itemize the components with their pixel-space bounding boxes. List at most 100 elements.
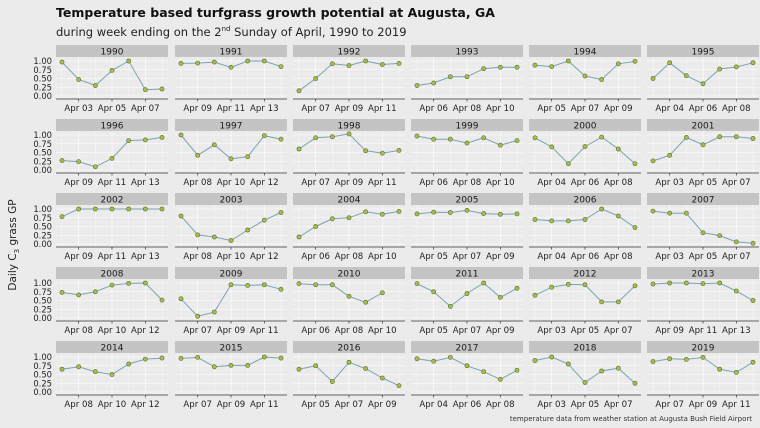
data-point — [59, 59, 65, 65]
facet-strip-label: 1996 — [101, 122, 124, 132]
data-point — [346, 131, 352, 137]
data-point — [92, 369, 98, 375]
x-tick-label: Apr 07 — [722, 252, 751, 262]
y-tick-label: 1.00 — [33, 352, 52, 362]
data-point — [700, 281, 706, 287]
data-point — [159, 297, 165, 303]
data-point — [565, 361, 571, 367]
data-point — [211, 142, 217, 148]
data-point — [261, 217, 267, 223]
facet-strip — [175, 341, 287, 353]
facet-strip-label: 1998 — [338, 122, 361, 132]
facet-strip — [529, 119, 641, 131]
data-point — [313, 224, 319, 229]
panel-2010: 2010 Apr 06 Apr 08 Apr 10 — [293, 267, 405, 336]
data-point — [178, 132, 184, 138]
data-point — [296, 281, 302, 287]
facet-strip-label: 2014 — [101, 344, 124, 354]
data-point — [464, 291, 470, 296]
facet-strip — [293, 267, 405, 279]
data-point — [278, 64, 284, 69]
x-tick-label: Apr 06 — [301, 252, 330, 262]
x-tick-label: Apr 10 — [217, 178, 246, 188]
facet-strip-label: 2008 — [101, 270, 124, 280]
data-point — [717, 280, 723, 286]
x-tick-label: Apr 07 — [604, 400, 633, 410]
series-line — [298, 283, 383, 303]
facet-strip — [293, 341, 405, 353]
data-point — [582, 144, 588, 149]
data-point — [363, 299, 369, 305]
data-point — [414, 281, 420, 287]
x-tick-label: Apr 09 — [335, 178, 364, 188]
data-point — [700, 230, 706, 236]
facet-strip — [647, 45, 759, 57]
data-point — [481, 280, 487, 286]
data-point — [650, 158, 656, 164]
x-tick-label: Apr 11 — [689, 326, 718, 336]
x-tick-label: Apr 09 — [368, 400, 397, 410]
x-tick-label: Apr 09 — [217, 400, 246, 410]
data-point — [750, 240, 756, 246]
data-point — [733, 288, 739, 294]
data-point — [532, 358, 538, 363]
panel-1999: 1999 Apr 06 Apr 08 Apr 10 — [411, 119, 523, 188]
data-point — [76, 77, 82, 82]
facet-strip — [411, 45, 523, 57]
data-point — [245, 154, 251, 160]
x-tick-label: Apr 08 — [64, 400, 93, 410]
facet-strip — [56, 341, 168, 353]
data-point — [700, 354, 706, 360]
x-tick-label: Apr 09 — [335, 104, 364, 114]
data-point — [447, 136, 453, 142]
facet-strip — [529, 45, 641, 57]
data-point — [59, 366, 65, 372]
data-point — [632, 283, 638, 289]
facet-strip — [411, 341, 523, 353]
y-tick-label: 0.75 — [33, 213, 52, 223]
data-point — [278, 136, 284, 142]
y-tick-label: 0.75 — [33, 139, 52, 149]
x-tick-label: Apr 11 — [250, 326, 279, 336]
facet-strip — [647, 267, 759, 279]
facet-strip-label: 1999 — [456, 122, 479, 132]
data-point — [142, 280, 148, 286]
panel-2004: 2004 Apr 06 Apr 08 Apr 10 — [293, 193, 405, 262]
x-tick-label: Apr 04 — [537, 178, 566, 188]
data-point — [245, 362, 251, 368]
data-point — [599, 299, 605, 305]
data-point — [582, 217, 588, 222]
data-point — [565, 161, 571, 167]
y-tick-label: 0.50 — [33, 148, 52, 158]
panel-1995: 1995 Apr 04 Apr 06 Apr 08 — [647, 45, 759, 114]
facet-strip — [647, 119, 759, 131]
data-point — [178, 296, 184, 302]
data-point — [615, 213, 621, 219]
data-point — [363, 209, 369, 215]
data-point — [514, 285, 520, 291]
data-point — [683, 135, 689, 140]
data-point — [346, 359, 352, 365]
panel-1991: 1991 Apr 09 Apr 11 Apr 13 — [175, 45, 287, 114]
data-point — [261, 282, 267, 288]
data-point — [667, 210, 673, 216]
data-point — [414, 356, 420, 362]
y-tick-label: 0.50 — [33, 74, 52, 84]
data-point — [195, 232, 201, 238]
data-point — [313, 135, 319, 141]
data-point — [565, 58, 571, 64]
y-tick-label: 1.00 — [33, 56, 52, 66]
data-point — [632, 161, 638, 167]
x-tick-label: Apr 05 — [689, 252, 718, 262]
x-tick-label: Apr 13 — [722, 326, 751, 336]
x-tick-label: Apr 08 — [453, 104, 482, 114]
data-point — [126, 138, 132, 143]
data-point — [296, 146, 302, 152]
data-point — [549, 284, 555, 290]
facet-strip — [293, 119, 405, 131]
x-tick-label: Apr 12 — [131, 326, 160, 336]
facet-strip-label: 2000 — [574, 122, 597, 132]
chart-title: Temperature based turfgrass growth poten… — [56, 5, 495, 20]
data-point — [582, 380, 588, 385]
facet-strip — [175, 119, 287, 131]
